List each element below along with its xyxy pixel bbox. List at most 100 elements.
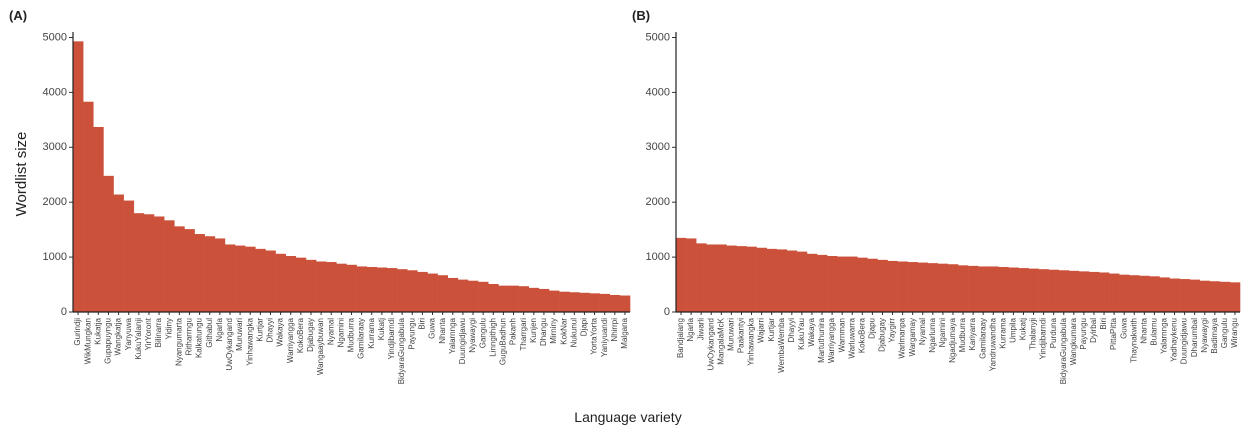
x-tick-label: Thaynakwith <box>1129 318 1138 363</box>
bar <box>917 262 929 312</box>
x-tick-label: KukuYalanji <box>134 318 143 360</box>
x-tick-label: KokoBera <box>857 317 866 353</box>
bar <box>143 214 155 312</box>
y-tick-label: 5000 <box>43 31 67 43</box>
bar <box>776 249 788 312</box>
x-tick-label: YortaYorta <box>590 317 599 354</box>
bar <box>1199 280 1211 312</box>
bar <box>83 101 94 312</box>
x-tick-label: Wangkumara <box>1069 317 1078 365</box>
x-tick-label: Duungidjawu <box>1180 318 1189 364</box>
y-tick-label: 2000 <box>43 196 67 208</box>
x-tick-label: Warriyangga <box>286 317 295 363</box>
x-tick-label: Djapi <box>580 318 589 336</box>
y-tick-label: 2000 <box>646 196 670 208</box>
x-tick-label: Kukatja <box>93 317 102 344</box>
y-tick-label: 5000 <box>646 31 670 43</box>
x-tick-label: Nyawaygi <box>468 318 477 353</box>
x-tick-label: Gangulu <box>478 318 487 348</box>
bar <box>538 288 550 312</box>
bar <box>133 213 145 312</box>
x-tick-label: Wakaya <box>807 317 816 346</box>
x-tick-label: Nhanta <box>1139 317 1148 343</box>
bar <box>1219 281 1231 312</box>
x-tick-label: Wangaaybuwan <box>316 318 325 375</box>
x-tick-label: Martuthunira <box>817 317 826 362</box>
x-tick-label: UwOykangand <box>225 318 234 370</box>
bar <box>214 238 226 312</box>
bar <box>619 295 631 312</box>
bar <box>716 244 727 312</box>
bar <box>958 265 969 312</box>
x-tick-label: Nhanta <box>438 317 447 343</box>
x-tick-label: Guwa <box>428 317 437 338</box>
x-tick-label: WembaWemba <box>777 317 786 372</box>
y-tick-label: 4000 <box>43 86 67 98</box>
x-tick-label: BidyaraGungabula <box>397 317 406 384</box>
y-tick-label: 1000 <box>646 251 670 263</box>
x-tick-label: Yaniyuandi <box>600 318 609 357</box>
panel-label: (B) <box>632 8 650 23</box>
x-tick-label: Bularnu <box>1150 318 1159 346</box>
bar <box>488 284 499 312</box>
bar <box>806 253 818 312</box>
bar <box>1018 268 1029 312</box>
x-tick-label: Linngithigh <box>488 318 497 357</box>
bar <box>123 200 135 312</box>
bar <box>686 238 697 312</box>
x-tick-label: Nyawaygi <box>1200 318 1209 353</box>
x-tick-label: BidyaraGungabula <box>1059 317 1068 384</box>
bar <box>609 294 621 312</box>
x-tick-label: Wangkatja <box>114 317 123 355</box>
x-tick-label: Gupapuyngu <box>104 318 113 364</box>
bar <box>356 266 367 312</box>
x-tick-label: Kukatj <box>377 318 386 340</box>
bar <box>478 281 489 312</box>
bar <box>447 277 459 312</box>
bar <box>245 246 256 312</box>
x-tick-label: Dhayyi <box>266 318 275 343</box>
bar <box>579 292 590 312</box>
bar <box>1229 282 1241 312</box>
bar <box>346 264 357 312</box>
bar <box>766 248 778 312</box>
x-tick-label: Nyamal <box>326 318 335 345</box>
bar <box>756 247 767 312</box>
bar <box>407 270 418 312</box>
x-tick-label: Mirniny <box>549 318 558 344</box>
bar <box>174 226 185 312</box>
bar <box>1068 270 1080 312</box>
x-tick-label: Thalanyji <box>1029 318 1038 350</box>
bar <box>417 271 428 312</box>
y-tick-label: 1000 <box>43 251 67 263</box>
x-tick-label: Nyamal <box>918 318 927 345</box>
x-tick-label: Dhangu <box>539 318 548 346</box>
x-tick-label: Gangulu <box>1220 318 1229 348</box>
x-tick-label: Muruwari <box>727 318 736 351</box>
bar <box>164 220 175 312</box>
bar <box>154 216 165 312</box>
bar <box>184 229 195 312</box>
x-tick-label: Biri <box>1099 318 1108 330</box>
bar <box>1038 269 1049 312</box>
x-tick-label: Githabul <box>205 318 214 348</box>
bar <box>265 250 276 312</box>
bar <box>676 237 687 312</box>
bar <box>1099 272 1110 312</box>
bar <box>937 263 949 312</box>
x-tick-label: Yinhawangka <box>747 317 756 365</box>
bar <box>927 263 939 312</box>
x-tick-label: Malgana <box>620 317 629 348</box>
x-tick-label: Dhayyi <box>787 318 796 343</box>
x-tick-label: Yandruwandha <box>988 317 997 371</box>
x-axis-label: Language variety <box>574 409 681 425</box>
x-tick-label: Badimaya <box>1210 317 1219 353</box>
bar <box>978 266 989 312</box>
bar <box>295 257 307 312</box>
x-tick-label: Yinhawangka <box>245 317 254 365</box>
bar <box>857 257 868 312</box>
bar <box>1169 278 1180 312</box>
x-tick-label: Kurtjar <box>255 318 264 342</box>
bar <box>285 256 297 312</box>
